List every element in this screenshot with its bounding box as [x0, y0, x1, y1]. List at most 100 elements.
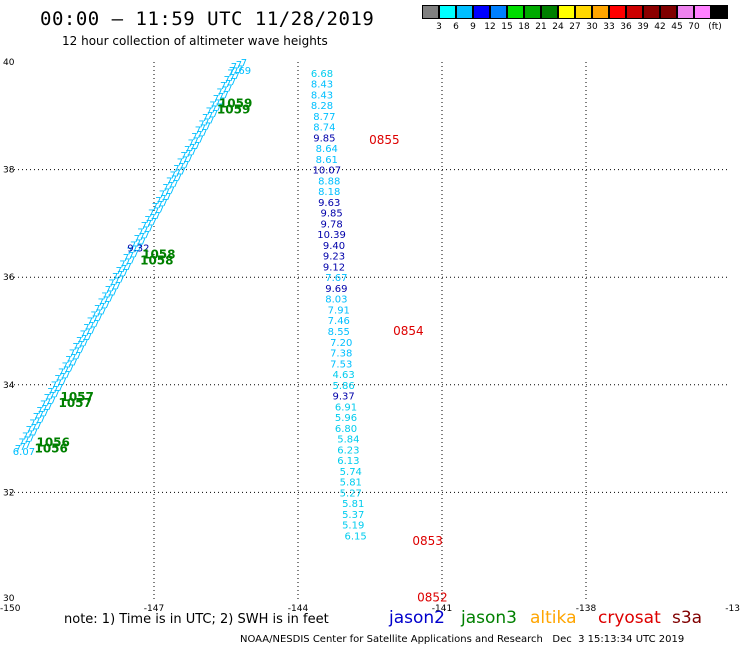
diagonal-track-mark: 7	[27, 429, 33, 440]
diagonal-track-mark: 7	[162, 183, 168, 194]
colorbar-swatch	[473, 5, 490, 19]
diagonal-track-mark: 7	[202, 113, 208, 124]
diagonal-track-mark: 7	[31, 423, 37, 434]
swh-value: 9.78	[320, 219, 342, 230]
swh-value: 8.77	[313, 112, 335, 123]
x-tick-label: -147	[144, 604, 164, 614]
diagonal-track-mark: 7	[193, 136, 199, 147]
diagonal-track-mark: 7	[72, 357, 78, 368]
footer-credit: NOAA/NESDIS Center for Satellite Applica…	[240, 634, 685, 645]
diagonal-track-mark: 7	[172, 179, 178, 190]
diagonal-track-mark: 7	[54, 389, 60, 400]
swh-value: 8.43	[311, 90, 333, 101]
diagonal-track-mark: 7	[51, 380, 57, 391]
diagonal-track-mark: 7	[135, 238, 141, 249]
diagonal-track-mark: 7	[152, 202, 158, 213]
diagonal-track-mark: 7	[194, 141, 200, 152]
diagonal-track-mark: 7	[61, 376, 67, 387]
colorbar-swatch	[524, 5, 541, 19]
diagonal-mid-value: 9.32	[127, 244, 149, 255]
diagonal-track-mark: 7	[234, 71, 240, 82]
swh-value: 7.91	[328, 305, 350, 316]
diagonal-track-mark: 7	[218, 92, 224, 103]
diagonal-track-mark: 7	[230, 77, 236, 88]
diagonal-track-mark: 7	[29, 419, 35, 430]
swh-value: 8.03	[325, 295, 347, 306]
colorbar-swatch	[643, 5, 660, 19]
swh-value: 6.80	[335, 424, 357, 435]
diagonal-track-mark: 7	[118, 275, 124, 286]
time-label-jason3: 1058	[142, 247, 175, 261]
diagonal-track-mark: 7	[100, 306, 106, 317]
diagonal-track-mark: 7	[108, 294, 114, 305]
swh-value: 8.18	[318, 187, 340, 198]
x-tick-label: -13	[725, 604, 740, 614]
diagonal-track-mark: 7	[92, 315, 98, 326]
diagonal-track-mark: 7	[207, 111, 213, 122]
swh-value: 5.81	[342, 499, 364, 510]
diagonal-track-mark: 7	[26, 425, 32, 436]
colorbar-swatch	[422, 5, 439, 19]
swh-value: 9.40	[323, 241, 345, 252]
colorbar-swatch	[626, 5, 643, 19]
colorbar-tick: 18	[518, 22, 530, 32]
axis-labels: 30 32 34 36 38 40 -150 -147 -144 -141 -138 -13	[0, 58, 740, 614]
swh-value: 6.68	[311, 69, 333, 80]
diagonal-track-mark: 7	[149, 213, 155, 224]
diagonal-track-mark: 7	[237, 64, 243, 75]
diagonal-track-mark: 7	[211, 105, 217, 116]
diagonal-track-mark: 7	[49, 391, 55, 402]
swh-value: 5.74	[340, 467, 362, 478]
diagonal-track-mark: 7	[182, 156, 188, 167]
diagonal-track-mark: 7	[200, 124, 206, 135]
diagonal-track-mark: 7	[166, 177, 172, 188]
diagonal-top-value: 7.69	[229, 66, 251, 77]
diagonal-track-mark: 7	[129, 255, 135, 266]
diagonal-track-mark: 7	[116, 266, 122, 277]
diagonal-track-mark: 7	[76, 336, 82, 347]
diagonal-track-mark: 7	[81, 334, 87, 345]
time-label-jason3: 1059	[219, 97, 252, 111]
diagonal-track-mark: 7	[58, 368, 64, 379]
diagonal-track-mark: 7	[196, 130, 202, 141]
time-label-jason3: 1056	[36, 436, 69, 450]
swh-value: 7.46	[328, 316, 350, 327]
diagonal-track-mark: 7	[111, 287, 117, 298]
diagonal-track-mark: 7	[201, 128, 207, 139]
diagonal-track-mark: 7	[34, 417, 40, 428]
diagonal-track-mark: 7	[68, 364, 74, 375]
diagonal-track-mark: 7	[180, 166, 186, 177]
diagonal-track-mark: 7	[191, 132, 197, 143]
diagonal-track-mark: 7	[147, 224, 153, 235]
diagonal-track-mark: 7	[213, 94, 219, 105]
swh-value: 9.37	[332, 392, 354, 403]
diagonal-track-mark: 7	[105, 285, 111, 296]
diagonal-track-mark: 7	[144, 215, 150, 226]
diagonal-track-mark: 7	[85, 327, 91, 338]
diagonal-track-mark: 7	[124, 257, 130, 268]
diagonal-track-mark: 7	[122, 268, 128, 279]
diagonal-track-mark: 7	[187, 154, 193, 165]
colorbar-swatch	[711, 5, 728, 19]
diagonal-track-mark: 7	[40, 399, 46, 410]
colorbar-tick: 45	[671, 22, 683, 32]
diagonal-track-mark: 7	[52, 385, 58, 396]
diagonal-track-mark: 7	[47, 387, 53, 398]
diagonal-track-mark: 7	[45, 397, 51, 408]
diagonal-track-mark: 7	[148, 208, 154, 219]
diagonal-track-mark: 7	[216, 103, 222, 114]
swh-value: 7.53	[330, 359, 352, 370]
diagonal-track-mark: 7	[214, 98, 220, 109]
colorbar-swatch	[456, 5, 473, 19]
colorbar-tick: 70	[688, 22, 700, 32]
satellite-s3a: s3a	[672, 608, 703, 628]
swh-value: 6.15	[344, 531, 366, 542]
time-label-cryosat: 0852	[417, 590, 448, 604]
diagonal-track-mark: 7	[162, 198, 168, 209]
diagonal-track-mark: 7	[106, 289, 112, 300]
diagonal-track-mark: 7	[98, 298, 104, 309]
colorbar-tick: 42	[654, 22, 666, 32]
y-tick-label: 30	[3, 594, 15, 604]
diagonal-track-mark: 7	[165, 192, 171, 203]
